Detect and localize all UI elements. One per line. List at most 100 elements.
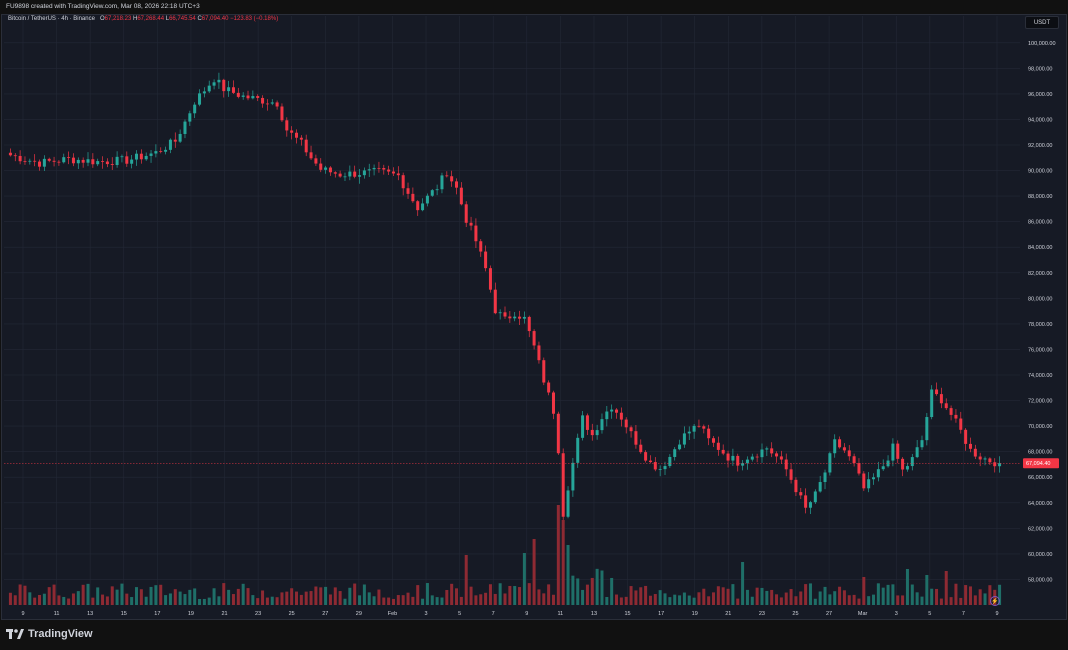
volume-bar [227, 589, 231, 605]
candle-body [81, 159, 85, 163]
candle-body [474, 225, 478, 242]
currency-button[interactable]: USDT [1025, 16, 1059, 29]
candle-body [707, 428, 711, 439]
volume-bar [716, 586, 720, 605]
candle-body [896, 443, 900, 459]
volume-bar [328, 594, 332, 605]
candle-body [246, 95, 250, 99]
candle-body [585, 415, 589, 430]
candle-body [605, 411, 609, 420]
volume-bar [101, 594, 105, 605]
candle-body [920, 440, 924, 448]
candle-body [881, 466, 885, 470]
volume-bar [488, 584, 492, 605]
volume-bar [678, 595, 682, 605]
candle-body [964, 429, 968, 444]
candle-body [867, 479, 871, 489]
volume-bar [139, 589, 143, 605]
x-tick-label: 5 [458, 611, 461, 617]
candle-body [954, 414, 958, 419]
volume-bar [8, 592, 12, 605]
x-tick-label: 11 [558, 611, 564, 617]
candle-body [372, 167, 376, 170]
volume-bar [67, 598, 71, 605]
candle-body [241, 95, 245, 97]
x-tick-label: 5 [928, 611, 931, 617]
candle-body [571, 462, 575, 491]
candle-body [168, 139, 172, 150]
volume-bar [644, 585, 648, 605]
tradingview-logo[interactable]: TradingView [6, 628, 93, 640]
chart-settings-icon[interactable]: ⚡ [990, 596, 1000, 606]
volume-bar [23, 585, 27, 605]
candle-body [828, 453, 832, 473]
candle-body [101, 161, 105, 162]
symbol-title[interactable]: Bitcoin / TetherUS · 4h · Binance [8, 16, 95, 22]
volume-bar [154, 585, 158, 605]
volume-bar [251, 595, 255, 605]
volume-bar [925, 575, 929, 605]
candle-body [939, 394, 943, 404]
candle-body [576, 437, 580, 463]
x-tick-label: 17 [658, 611, 664, 617]
chart-panel[interactable] [1, 14, 1067, 620]
candle-body [362, 170, 366, 176]
candle-body [983, 458, 987, 460]
volume-bar [547, 584, 551, 605]
candle-body [935, 389, 939, 395]
candle-body [207, 85, 211, 92]
candle-body [770, 448, 774, 454]
candle-body [382, 168, 386, 170]
candle-body [619, 412, 623, 420]
volume-bar [527, 583, 531, 605]
candle-body [183, 121, 187, 134]
volume-bar [576, 578, 580, 605]
open-value: 67,218.23 [104, 16, 132, 22]
candle-body [639, 444, 643, 453]
volume-bar [551, 594, 555, 605]
y-tick-label: 66,000.00 [1028, 475, 1052, 481]
volume-bar [760, 587, 764, 605]
candle-body [804, 495, 808, 508]
last-price-tag [1023, 458, 1059, 469]
y-tick-label: 70,000.00 [1028, 424, 1052, 430]
volume-bar [920, 596, 924, 605]
volume-bar [595, 568, 599, 605]
volume-bar [891, 584, 895, 605]
volume-bar [164, 595, 168, 605]
volume-bar [86, 583, 90, 605]
candle-body [527, 316, 531, 332]
volume-bar [765, 590, 769, 605]
candle-body [978, 456, 982, 460]
candle-body [862, 473, 866, 489]
volume-bar [265, 597, 269, 605]
candle-body [270, 102, 274, 104]
volume-bar [755, 587, 759, 605]
volume-bar [867, 596, 871, 605]
volume-bar [585, 584, 589, 605]
x-tick-label: 3 [895, 611, 898, 617]
candle-body [348, 171, 352, 177]
volume-bar [275, 597, 279, 605]
volume-bar [726, 588, 730, 605]
volume-bar [241, 583, 245, 605]
candle-body [91, 159, 95, 165]
candle-body [503, 312, 507, 317]
candle-body [775, 453, 779, 457]
candle-body [435, 189, 439, 191]
volume-bar [566, 545, 570, 605]
candle-body [309, 152, 313, 159]
volume-bar [13, 595, 17, 605]
volume-bar [983, 593, 987, 605]
candle-body [256, 96, 260, 98]
last-price-label: 67,094.40 [1026, 461, 1050, 467]
volume-bar [96, 587, 100, 605]
volume-bar [416, 585, 420, 605]
candle-body [711, 438, 716, 443]
y-tick-label: 82,000.00 [1028, 271, 1052, 277]
candle-body [319, 163, 323, 170]
volume-bar [178, 591, 182, 605]
volume-bar [188, 589, 192, 605]
volume-bar [731, 584, 735, 605]
